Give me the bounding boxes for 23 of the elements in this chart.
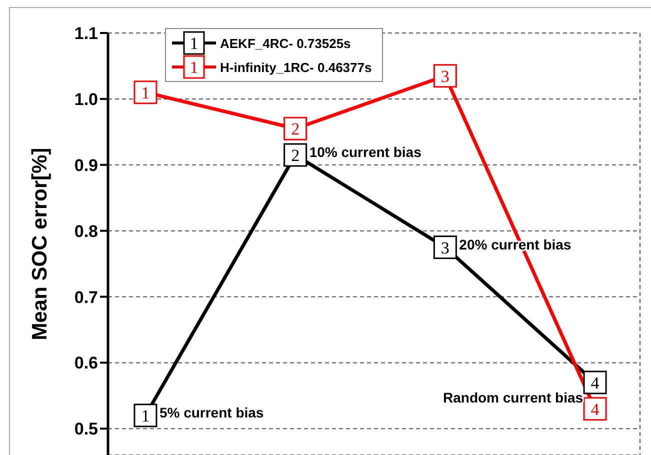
legend-label: AEKF_4RC- 0.73525s — [220, 36, 351, 50]
y-tick-label: 0.9 — [74, 156, 98, 175]
y-tick-label: 1.0 — [74, 90, 98, 109]
legend-label: H-infinity_1RC- 0.46377s — [220, 60, 372, 74]
y-axis-title: Mean SOC error[%] — [28, 148, 52, 340]
annotation: 4 — [590, 400, 600, 419]
y-tick-label: 0.5 — [74, 420, 98, 439]
annotation: 3 — [440, 238, 450, 258]
annotation: 4 — [590, 373, 600, 392]
annotation: 10% current bias — [309, 144, 422, 160]
annotation: 2 — [291, 120, 300, 139]
y-tick-label: 0.6 — [74, 354, 98, 373]
y-tick-label: 0.8 — [74, 222, 98, 241]
annotation: 1 — [190, 34, 198, 53]
annotation: 2 — [291, 146, 300, 165]
annotation: 1 — [190, 58, 198, 77]
annotation: Random current bias — [443, 389, 584, 406]
annotation: 1 — [141, 406, 150, 426]
y-tick-label: 1.1 — [74, 24, 98, 44]
annotation: 1 — [141, 83, 150, 102]
annotation: 5% current bias — [159, 404, 264, 420]
annotation: 3 — [440, 66, 450, 86]
y-tick-label: 0.7 — [74, 288, 98, 307]
